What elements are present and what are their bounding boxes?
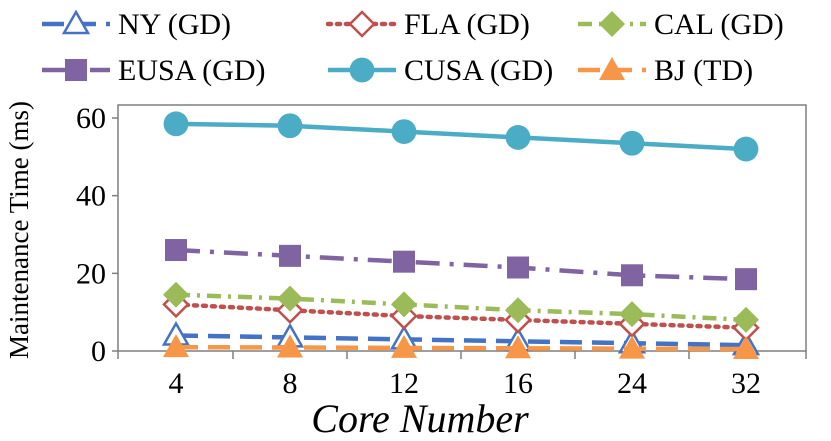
series-bj-td xyxy=(163,334,759,360)
series-line xyxy=(175,333,747,348)
legend-label: EUSA (GD) xyxy=(118,54,266,87)
series-layer xyxy=(161,111,761,360)
series-line xyxy=(175,247,747,282)
data-point xyxy=(391,334,417,358)
x-tick-label: 24 xyxy=(617,367,647,400)
data-point xyxy=(619,130,645,156)
data-point xyxy=(505,297,531,324)
legend-item: BJ (TD) xyxy=(578,54,753,87)
series-fla-gd xyxy=(162,290,760,342)
data-point xyxy=(277,285,303,312)
legend-label: CUSA (GD) xyxy=(404,54,553,87)
legend: NY (GD) FLA (GD) CAL (GD) EUSA (GD) CUSA (GD… xyxy=(42,8,784,87)
series-cusa-gd xyxy=(163,111,759,162)
series-line xyxy=(175,292,747,323)
y-tick-label: 0 xyxy=(91,335,106,368)
y-tick-label: 20 xyxy=(76,257,106,290)
plot-area xyxy=(117,104,807,352)
legend-item: NY (GD) xyxy=(42,8,231,41)
y-axis-label: Maintenance Time (ms) xyxy=(4,101,34,359)
series-cal-gd xyxy=(163,281,759,333)
data-point xyxy=(505,335,531,359)
data-point xyxy=(619,335,645,359)
series-line xyxy=(175,344,747,352)
x-axis: 4 8 12 16 24 32 xyxy=(117,351,807,400)
x-tick-label: 16 xyxy=(503,367,533,400)
data-point xyxy=(163,281,189,308)
data-point xyxy=(163,111,189,137)
x-tick-label: 8 xyxy=(283,367,298,400)
data-point xyxy=(621,264,643,287)
legend-marker xyxy=(348,10,376,38)
data-point xyxy=(735,268,757,291)
x-tick-label: 4 xyxy=(169,367,184,400)
data-point xyxy=(165,239,187,262)
data-point xyxy=(163,334,189,358)
legend-marker xyxy=(599,57,625,80)
legend-item: FLA (GD) xyxy=(325,8,530,41)
y-tick-label: 60 xyxy=(76,102,106,135)
legend-marker xyxy=(65,59,87,81)
x-axis-label: Core Number xyxy=(311,396,529,441)
legend-item: CAL (GD) xyxy=(578,8,784,41)
legend-label: FLA (GD) xyxy=(404,8,530,41)
series-line xyxy=(173,302,749,330)
series-eusa-gd xyxy=(165,239,757,291)
legend-label: CAL (GD) xyxy=(654,8,784,41)
data-point xyxy=(505,125,531,150)
data-point xyxy=(733,336,759,360)
legend-label: BJ (TD) xyxy=(654,54,753,87)
legend-label: NY (GD) xyxy=(118,8,231,41)
legend-marker xyxy=(599,11,625,37)
legend-marker xyxy=(61,9,91,35)
data-point xyxy=(733,136,759,162)
data-point xyxy=(393,250,415,273)
data-point xyxy=(279,244,301,267)
legend-marker xyxy=(349,57,375,83)
data-point xyxy=(391,119,417,144)
y-axis: 0 20 40 60 xyxy=(76,102,118,368)
legend-item: EUSA (GD) xyxy=(42,54,266,87)
x-tick-label: 32 xyxy=(731,367,761,400)
data-point xyxy=(277,113,303,139)
y-tick-label: 40 xyxy=(76,180,106,213)
data-point xyxy=(391,291,417,318)
legend-item: CUSA (GD) xyxy=(328,54,553,87)
data-point xyxy=(507,256,529,279)
data-point xyxy=(277,334,303,358)
data-point xyxy=(733,306,759,333)
x-tick-label: 12 xyxy=(389,367,419,400)
data-point xyxy=(619,301,645,328)
series-line xyxy=(175,121,747,152)
